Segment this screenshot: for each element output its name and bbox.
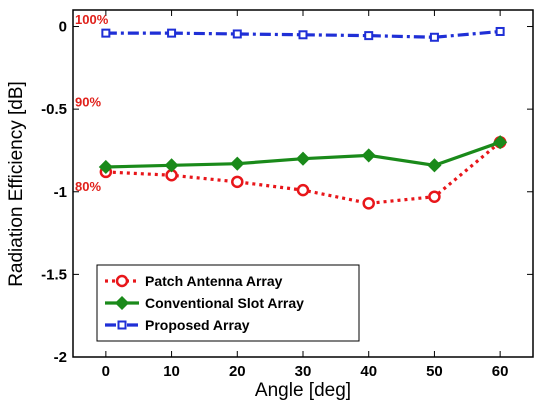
legend-entry: Conventional Slot Array — [105, 295, 304, 311]
data-point — [427, 158, 442, 173]
y-axis-title: Radiation Efficiency [dB] — [6, 81, 27, 287]
x-axis-title: Angle [deg] — [255, 380, 351, 401]
data-point — [298, 30, 308, 40]
data-point — [429, 32, 439, 42]
x-tick-label: 20 — [229, 363, 246, 380]
data-point — [493, 135, 508, 150]
percent-annotation: 100% — [75, 12, 109, 27]
legend-label: Patch Antenna Array — [145, 273, 283, 289]
legend-label: Conventional Slot Array — [145, 295, 304, 311]
x-tick-label: 10 — [163, 363, 180, 380]
data-point — [101, 28, 111, 38]
y-tick-label: -1 — [54, 184, 67, 201]
x-tick-label: 40 — [360, 363, 377, 380]
data-point — [231, 175, 244, 189]
y-tick-label: -1.5 — [41, 266, 67, 283]
x-tick-label: 30 — [295, 363, 312, 380]
data-point — [98, 159, 113, 175]
legend-marker — [114, 295, 130, 311]
data-point — [295, 151, 311, 166]
data-point — [296, 183, 310, 197]
x-tick-label: 0 — [102, 363, 110, 380]
data-point — [164, 158, 179, 173]
legend-entry: Proposed Array — [105, 317, 250, 333]
legend-marker — [115, 274, 129, 288]
y-tick-label: -0.5 — [41, 101, 67, 118]
data-point — [364, 31, 374, 41]
series-conventional-slot-array — [98, 135, 508, 175]
legend-box — [96, 264, 360, 342]
data-point — [167, 28, 177, 38]
tick-labels: 0 10 20 30 40 50 60 0 -0.5 -1 -1.5 -2 — [41, 19, 508, 380]
x-tick-label: 50 — [426, 363, 443, 380]
series-layer — [98, 26, 508, 210]
data-point — [230, 156, 245, 171]
percent-annotation: 80% — [75, 179, 101, 194]
percent-annotation: 90% — [75, 95, 101, 110]
legend-label: Proposed Array — [145, 317, 250, 333]
y-tick-label: -2 — [54, 349, 67, 366]
data-point — [232, 29, 242, 39]
annotations: 100% 90% 80% — [75, 12, 109, 194]
legend: Patch Antenna Array Conventional Slot Arr… — [96, 264, 360, 342]
data-point — [362, 197, 375, 210]
data-point — [361, 148, 376, 163]
legend-marker — [117, 320, 127, 330]
y-tick-label: 0 — [59, 19, 67, 36]
data-point — [428, 190, 441, 203]
x-tick-label: 60 — [492, 363, 509, 380]
axis-ticks — [73, 10, 533, 358]
legend-entry: Patch Antenna Array — [105, 273, 283, 289]
series-proposed-array — [101, 26, 505, 42]
data-point — [495, 26, 505, 36]
